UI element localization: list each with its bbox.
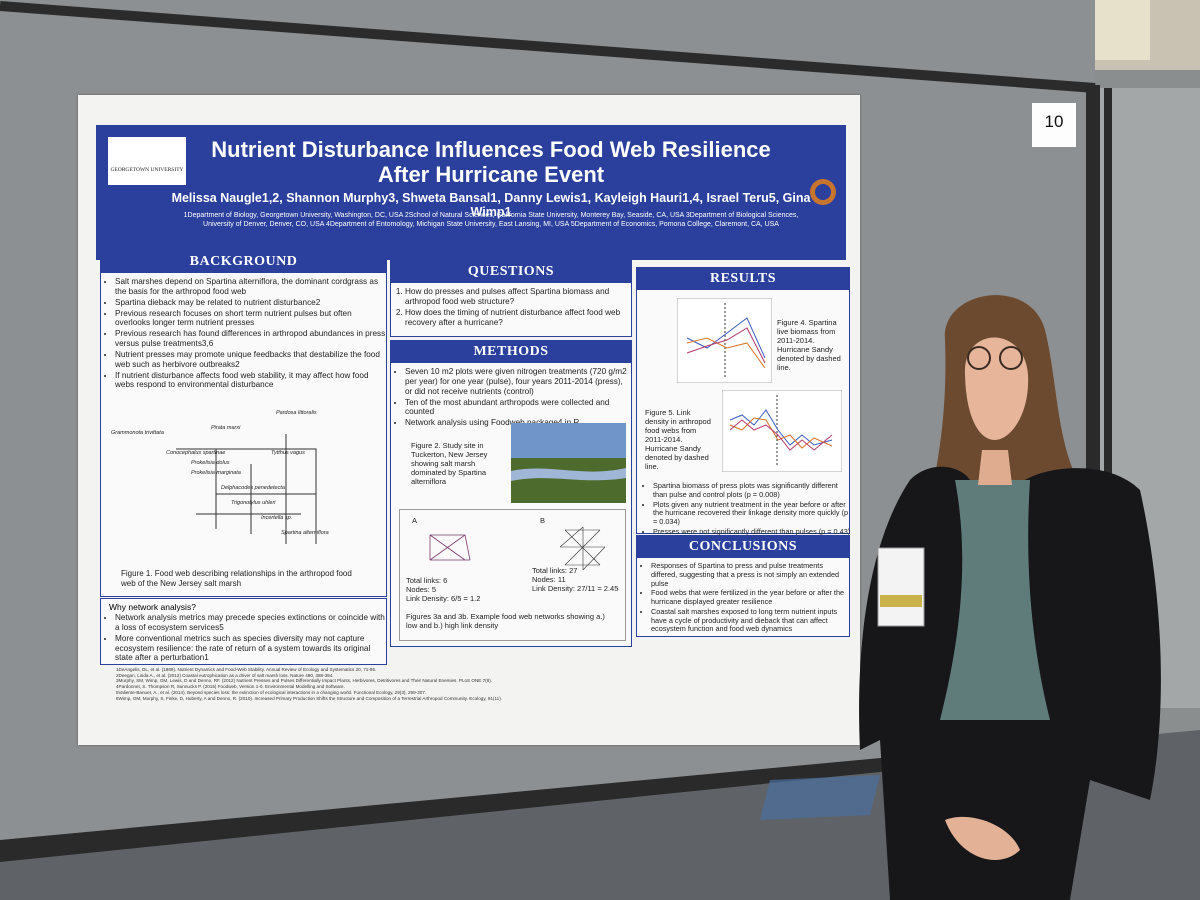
text-line: 4Pardonnet, S. Thompson R, Sunnucks P. (… [116, 684, 345, 690]
figure-caption: Figure 4. Spartina live biomass from 201… [777, 318, 841, 372]
text-line: Total links: 27 [532, 566, 578, 575]
poster-title: Nutrient Disturbance Influences Food Web… [211, 137, 771, 188]
section-heading: METHODS [391, 341, 631, 363]
list-item: Salt marshes depend on Spartina alternif… [115, 277, 386, 297]
conclusions-panel: CONCLUSIONS Responses of Spartina to pre… [636, 535, 850, 637]
background-panel: BACKGROUND Salt marshes depend on Sparti… [100, 250, 387, 597]
references: 1DeAngelis, DL, et al. (1989). Nutrient … [116, 667, 816, 701]
text-line: Link Density: 27/11 = 2.45 [532, 584, 619, 593]
species-label: Spartina alterniflora [281, 530, 329, 536]
food-web-diagram: Pardosa littoralis Grammonota trivittata P… [111, 410, 329, 545]
text-line: 2Deegan, Linda A., et al. (2012) Coastal… [116, 672, 334, 678]
bullet-list: Salt marshes depend on Spartina alternif… [101, 277, 386, 390]
logo: GEORGETOWN UNIVERSITY [108, 137, 186, 185]
bullet-list: Seven 10 m2 plots were given nitrogen tr… [391, 367, 631, 428]
species-label: Delphacodes penedetecta [221, 485, 285, 491]
text-line: 6Wimp, GM, Murphy, S, Finke, D, Huberty,… [116, 695, 503, 701]
section-heading: BACKGROUND [101, 251, 386, 273]
list-item: Previous research has found differences … [115, 329, 386, 349]
list-item: How do presses and pulses affect Spartin… [405, 287, 631, 307]
figure-caption: Figure 1. Food web describing relationsh… [121, 569, 352, 588]
bullet-list: Network analysis metrics may precede spe… [101, 613, 386, 663]
questions-panel: QUESTIONS How do presses and pulses affe… [390, 260, 632, 337]
bullet-list: Responses of Spartina to press and pulse… [637, 561, 849, 634]
species-label: Prokelisia dolus [191, 460, 230, 466]
list-item: Spartina dieback may be related to nutri… [115, 298, 386, 308]
list-item: Plots given any nutrient treatment in th… [653, 500, 853, 527]
figure-5-chart [722, 390, 842, 472]
poster-header: GEORGETOWN UNIVERSITY Nutrient Disturban… [96, 125, 846, 260]
bullet-list: Spartina biomass of press plots was sign… [639, 481, 853, 538]
figure-4-chart [677, 298, 772, 383]
figure-caption: Figure 5. Link density in arthropod food… [645, 408, 711, 471]
section-heading: QUESTIONS [391, 261, 631, 283]
panel-label: B [540, 516, 546, 525]
list-item: Nutrient presses may promote unique feed… [115, 350, 386, 370]
marsh-photo [511, 423, 626, 503]
list-item: Network analysis using Foodweb package4 … [405, 418, 631, 428]
list-item: Network analysis metrics may precede spe… [115, 613, 386, 633]
list-item: If nutrient disturbance affects food web… [115, 371, 386, 391]
network-stats: Total links: 27 Nodes: 11 Link Density: 27… [532, 566, 618, 593]
section-heading: CONCLUSIONS [637, 536, 849, 558]
species-label: Grammonota trivittata [111, 430, 164, 436]
text-line: Link Density: 6/5 = 1.2 [406, 594, 481, 603]
network-graphs [429, 526, 606, 571]
poster: GEORGETOWN UNIVERSITY Nutrient Disturban… [78, 95, 860, 745]
list-item: More conventional metrics such as specie… [115, 634, 386, 664]
list-item: Presses were not significantly different… [653, 527, 853, 537]
logo-text: GEORGETOWN UNIVERSITY [110, 167, 184, 173]
species-label: Prokelisia marginata [191, 470, 241, 476]
list-item: Spartina biomass of press plots was sign… [653, 481, 853, 500]
numbered-list: How do presses and pulses affect Spartin… [391, 287, 631, 327]
list-item: Previous research focuses on short term … [115, 309, 386, 329]
list-item: Responses of Spartina to press and pulse… [651, 561, 849, 588]
text-line: Nodes: 11 [532, 575, 566, 584]
species-label: Incertella sp. [261, 515, 292, 521]
list-item: Coastal salt marshes exposed to long ter… [651, 607, 849, 634]
species-label: Trigonotylus uhleri [231, 500, 276, 506]
list-item: Ten of the most abundant arthropods were… [405, 398, 631, 418]
sign-number: 10 [1044, 112, 1064, 131]
list-item: Food webs that were fertilized in the ye… [651, 588, 849, 607]
panel-label: A [412, 516, 418, 525]
authors: Melissa Naugle1,2, Shannon Murphy3, Shwe… [171, 191, 811, 219]
list-item: How does the timing of nutrient disturba… [405, 308, 631, 328]
species-label: Conocephalus spartinae [166, 450, 225, 456]
text-line: 5Valiente-Banuet, A., et al. (2014). Bey… [116, 689, 427, 695]
methods-panel: METHODS Seven 10 m2 plots were given nit… [390, 340, 632, 647]
presenter [859, 295, 1161, 900]
text-line: Nodes: 5 [406, 585, 437, 594]
figure-caption: Figures 3a and 3b. Example food web netw… [406, 612, 605, 630]
list-item: Seven 10 m2 plots were given nitrogen tr… [405, 367, 631, 397]
section-heading: RESULTS [637, 268, 849, 290]
network-figure: A B Total links: 6 Nodes: 5 Link Density: … [399, 509, 626, 641]
subheading: Why network analysis? [109, 602, 196, 612]
network-panel: Why network analysis? Network analysis m… [100, 598, 387, 665]
seal [810, 179, 836, 205]
figure-caption: Figure 2. Study site in Tuckerton, New J… [411, 441, 488, 486]
species-label: Pardosa littoralis [276, 410, 317, 416]
affiliations: 1Department of Biology, Georgetown Unive… [183, 212, 799, 229]
network-stats: Total links: 6 Nodes: 5 Link Density: 6/5 … [406, 576, 480, 603]
species-label: Tytthus vagus [271, 450, 305, 456]
results-panel: RESULTS Figure 4. Spartina live biomass … [636, 267, 850, 536]
text-line: Total links: 6 [406, 576, 448, 585]
species-label: Pirata marxi [211, 425, 241, 431]
text-line: 1DeAngelis, DL, et al. (1989). Nutrient … [116, 667, 377, 672]
text-line: 3Murphy, SM, Wimp, GM, Lewis, D and Denn… [116, 678, 493, 684]
